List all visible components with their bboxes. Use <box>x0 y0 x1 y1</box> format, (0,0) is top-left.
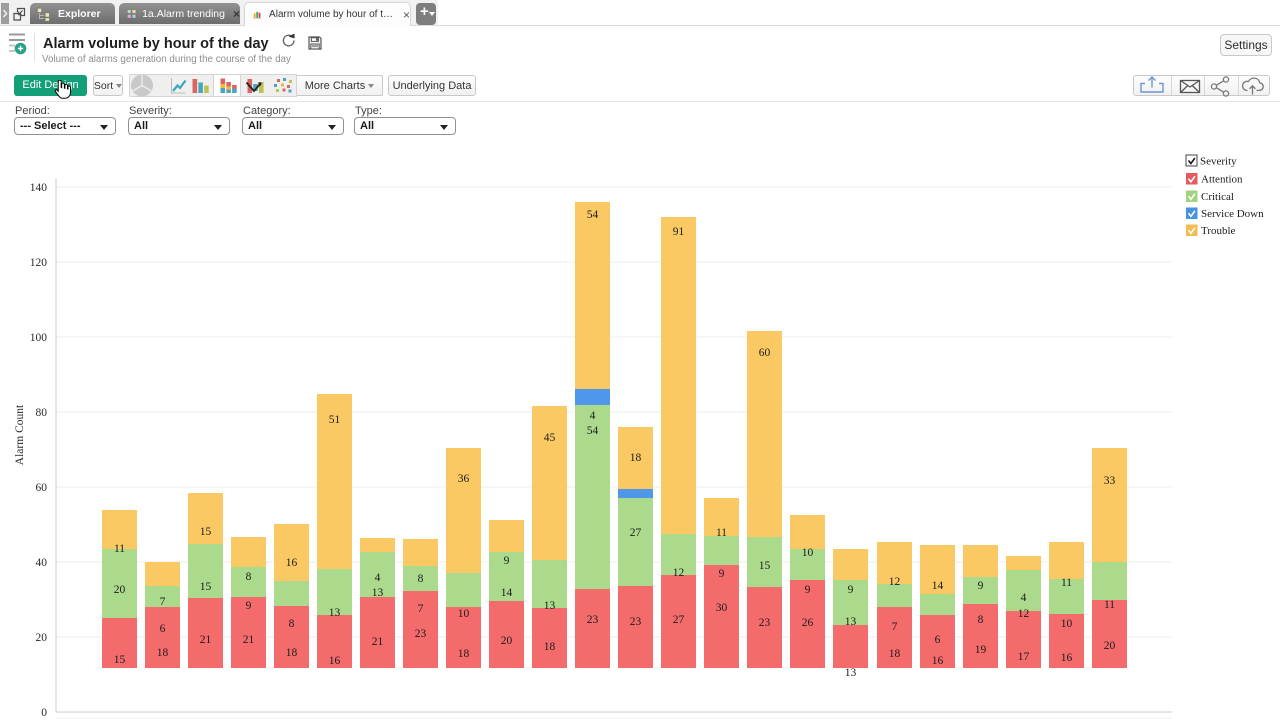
svg-text:36: 36 <box>458 473 470 485</box>
svg-text:8: 8 <box>978 614 984 626</box>
svg-text:18: 18 <box>286 647 298 659</box>
svg-text:80: 80 <box>36 407 48 419</box>
svg-text:60: 60 <box>759 347 771 359</box>
svg-text:7: 7 <box>160 596 166 608</box>
svg-text:23: 23 <box>759 617 771 629</box>
svg-text:23: 23 <box>587 614 599 626</box>
svg-text:11: 11 <box>1104 599 1115 611</box>
svg-text:4: 4 <box>375 572 381 584</box>
svg-text:4: 4 <box>590 410 596 422</box>
svg-text:9: 9 <box>246 600 252 612</box>
svg-text:15: 15 <box>114 654 126 666</box>
svg-text:45: 45 <box>544 432 556 444</box>
svg-text:12: 12 <box>889 576 901 588</box>
svg-text:9: 9 <box>978 580 984 592</box>
svg-text:11: 11 <box>114 543 125 555</box>
svg-text:7: 7 <box>892 621 898 633</box>
svg-text:4: 4 <box>1021 592 1027 604</box>
svg-text:23: 23 <box>630 616 642 628</box>
svg-text:10: 10 <box>802 547 814 559</box>
svg-text:6: 6 <box>160 623 166 635</box>
svg-text:12: 12 <box>1018 608 1030 620</box>
svg-text:27: 27 <box>630 527 642 539</box>
svg-text:Trouble: Trouble <box>1201 225 1236 237</box>
svg-text:40: 40 <box>36 557 48 569</box>
svg-text:13: 13 <box>372 587 384 599</box>
svg-text:8: 8 <box>246 571 252 583</box>
svg-text:13: 13 <box>845 667 857 679</box>
svg-text:20: 20 <box>501 635 513 647</box>
svg-text:21: 21 <box>372 636 384 648</box>
svg-text:Critical: Critical <box>1201 191 1234 203</box>
svg-text:26: 26 <box>802 617 814 629</box>
svg-text:18: 18 <box>544 641 556 653</box>
svg-text:120: 120 <box>30 257 48 269</box>
svg-text:30: 30 <box>716 602 728 614</box>
svg-text:18: 18 <box>889 648 901 660</box>
svg-text:Severity: Severity <box>1200 156 1237 168</box>
svg-text:10: 10 <box>1061 618 1073 630</box>
svg-text:14: 14 <box>501 587 513 599</box>
svg-text:33: 33 <box>1104 475 1116 487</box>
svg-text:91: 91 <box>673 226 685 238</box>
svg-text:14: 14 <box>932 580 944 592</box>
svg-text:51: 51 <box>329 414 341 426</box>
svg-text:13: 13 <box>544 600 556 612</box>
svg-text:Service Down: Service Down <box>1201 208 1264 220</box>
svg-text:20: 20 <box>36 632 48 644</box>
svg-text:6: 6 <box>935 634 941 646</box>
svg-text:13: 13 <box>329 607 341 619</box>
svg-text:Attention: Attention <box>1201 174 1243 186</box>
svg-text:20: 20 <box>1104 640 1116 652</box>
svg-text:11: 11 <box>1061 577 1072 589</box>
svg-text:16: 16 <box>329 655 341 667</box>
svg-text:21: 21 <box>200 634 212 646</box>
svg-text:10: 10 <box>458 608 470 620</box>
svg-text:7: 7 <box>418 603 424 615</box>
svg-text:18: 18 <box>630 452 642 464</box>
svg-text:60: 60 <box>36 482 48 494</box>
svg-text:16: 16 <box>932 655 944 667</box>
svg-text:0: 0 <box>41 707 47 719</box>
svg-text:15: 15 <box>200 581 212 593</box>
svg-text:18: 18 <box>458 648 470 660</box>
svg-text:16: 16 <box>286 557 298 569</box>
svg-text:21: 21 <box>243 634 255 646</box>
svg-text:100: 100 <box>30 332 48 344</box>
svg-text:8: 8 <box>289 618 295 630</box>
svg-text:140: 140 <box>30 182 48 194</box>
svg-text:15: 15 <box>200 526 212 538</box>
svg-text:27: 27 <box>673 614 685 626</box>
svg-text:15: 15 <box>759 560 771 572</box>
svg-text:18: 18 <box>157 647 169 659</box>
svg-text:12: 12 <box>673 567 685 579</box>
svg-text:9: 9 <box>719 568 725 580</box>
svg-text:9: 9 <box>504 555 510 567</box>
svg-text:8: 8 <box>418 573 424 585</box>
svg-text:54: 54 <box>587 425 599 437</box>
svg-text:16: 16 <box>1061 652 1073 664</box>
svg-text:23: 23 <box>415 628 427 640</box>
svg-text:Alarm Count: Alarm Count <box>14 404 26 465</box>
svg-text:19: 19 <box>975 644 987 656</box>
svg-text:11: 11 <box>716 527 727 539</box>
svg-text:17: 17 <box>1018 651 1030 663</box>
svg-text:54: 54 <box>587 209 599 221</box>
svg-text:9: 9 <box>805 584 811 596</box>
svg-text:20: 20 <box>114 584 126 596</box>
svg-text:13: 13 <box>845 616 857 628</box>
svg-text:9: 9 <box>848 584 854 596</box>
